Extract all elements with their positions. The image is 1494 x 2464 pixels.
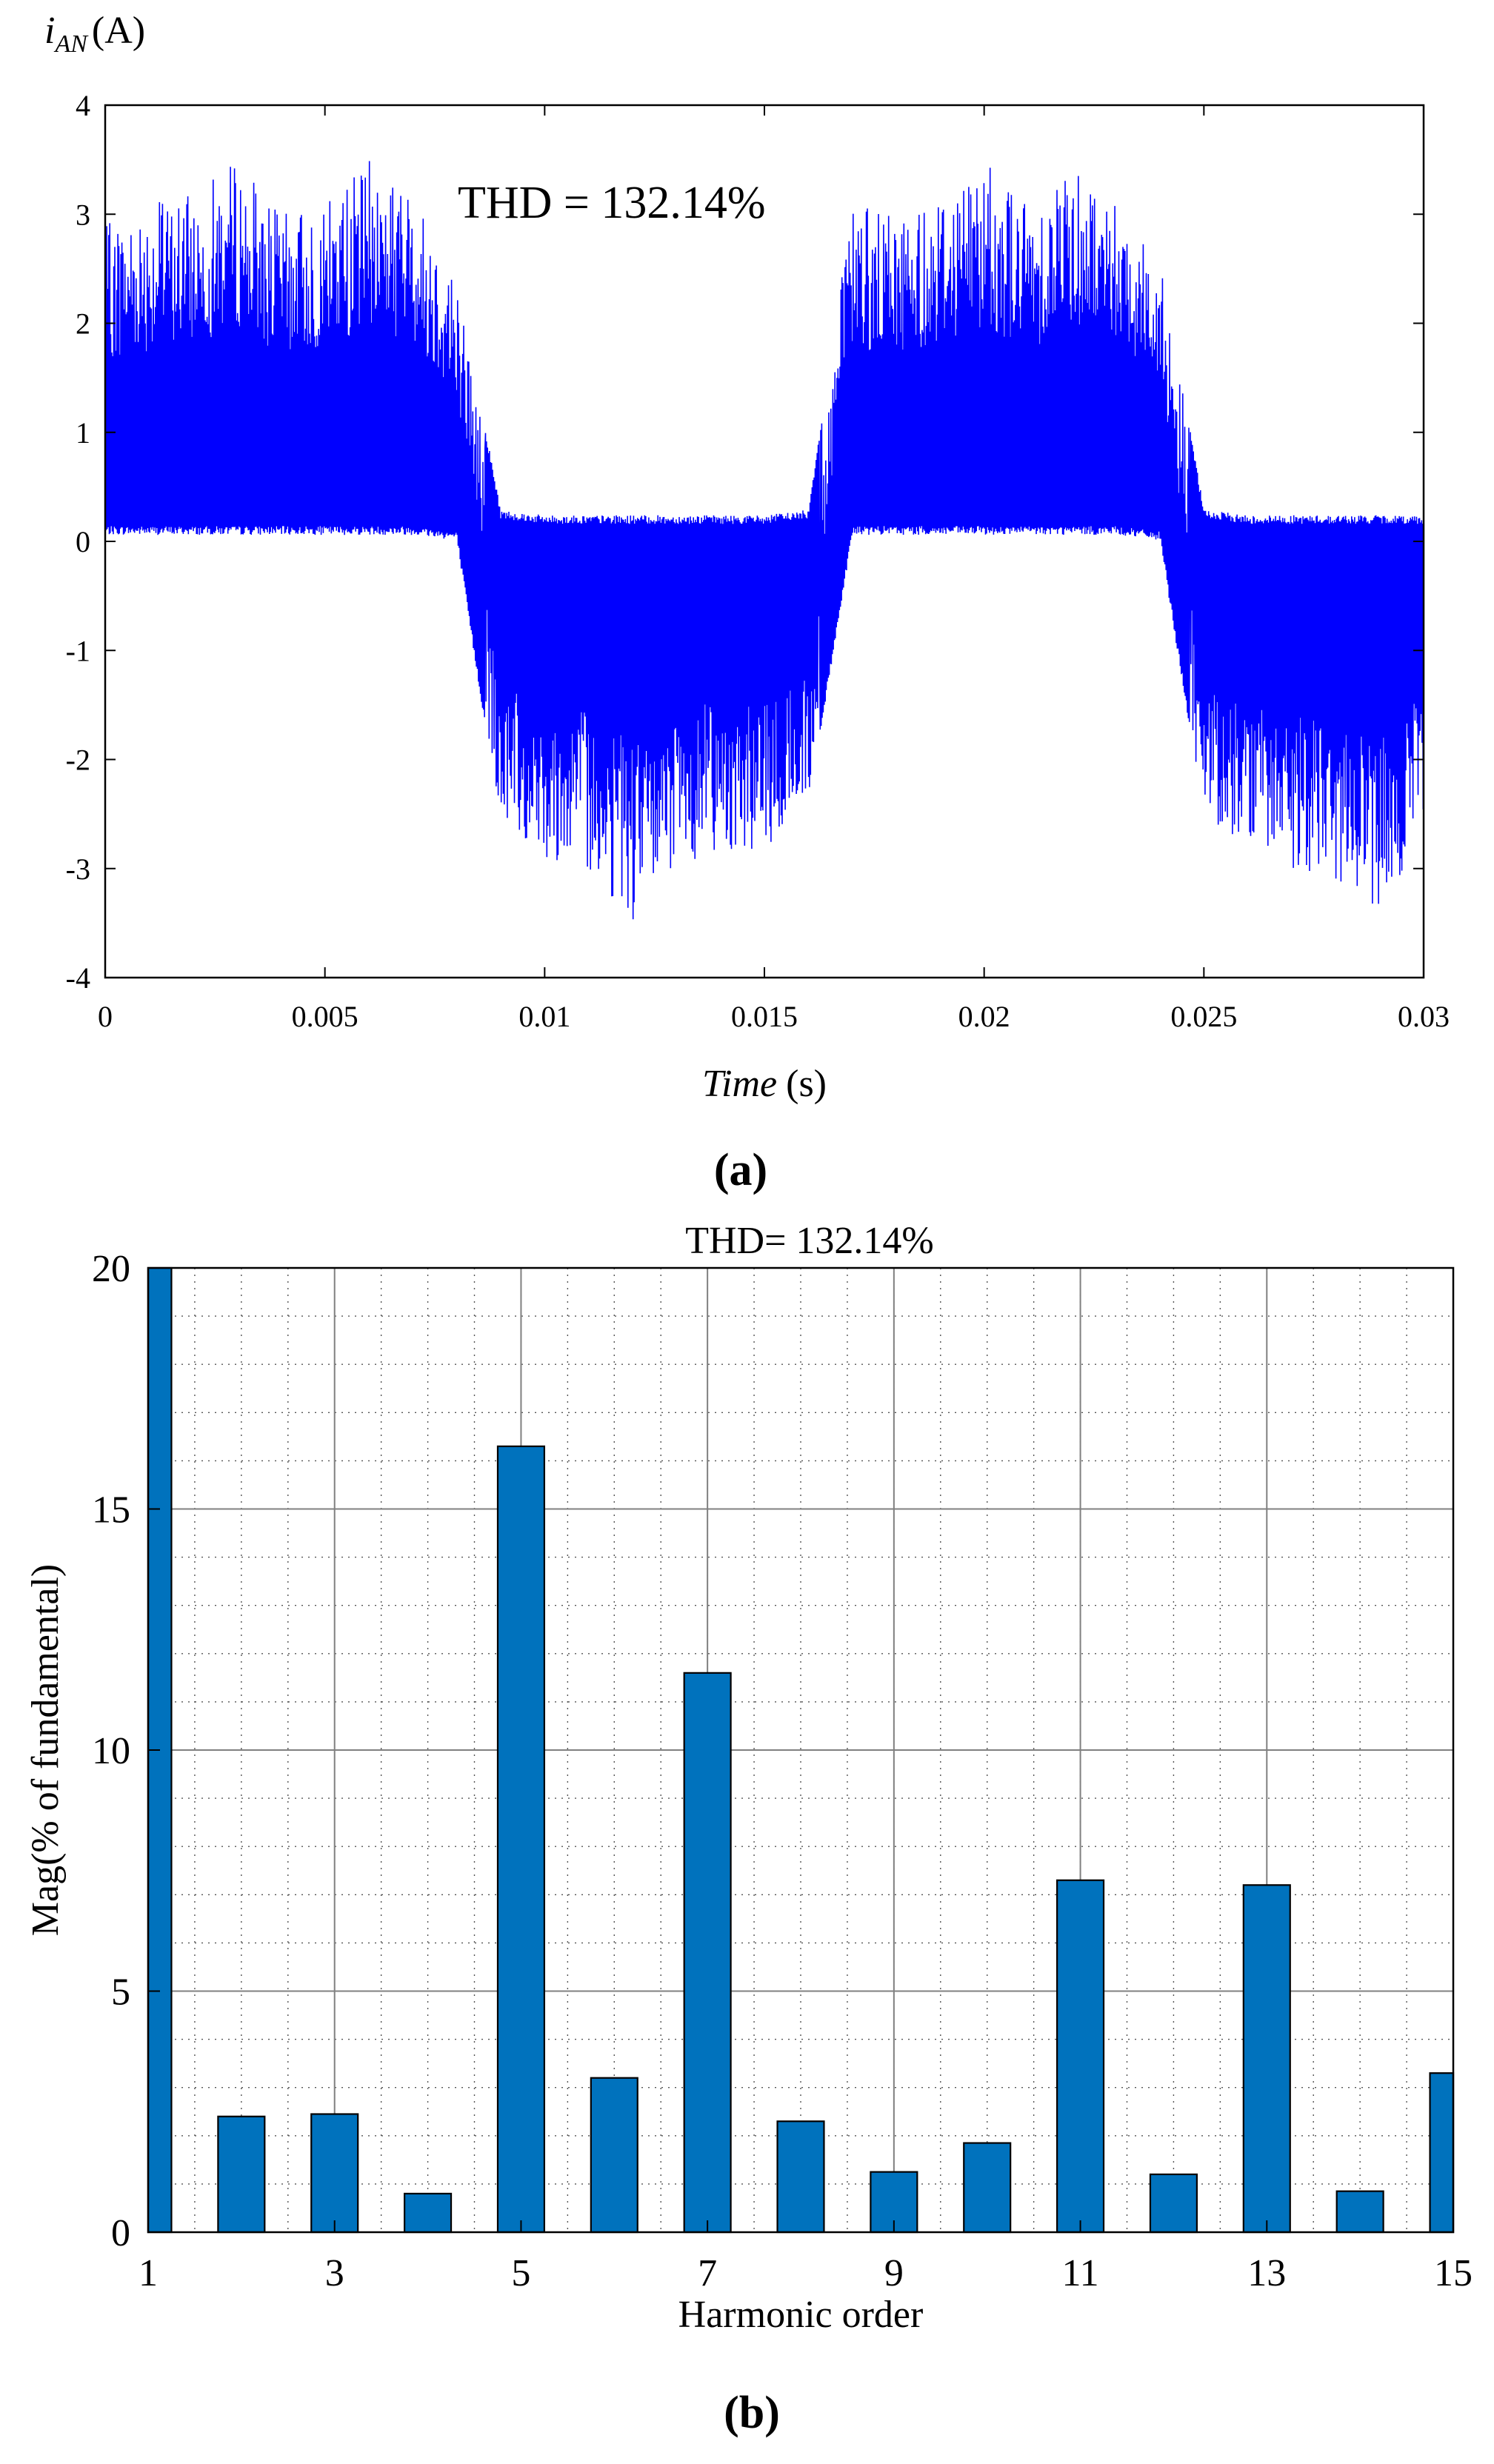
panel-a-ylabel: iAN (A) [44, 10, 145, 58]
b-ytick-label: 20 [92, 1248, 130, 1290]
b-ytick-label: 5 [111, 1971, 130, 2014]
current-waveform-series [104, 161, 1424, 920]
a-ytick-label: -4 [66, 961, 90, 995]
b-xtick-label: 7 [698, 2252, 717, 2294]
a-xtick-label: 0.025 [1170, 1000, 1237, 1033]
harmonic-bar-3 [310, 2113, 359, 2234]
harmonic-bar-12 [1149, 2173, 1198, 2234]
a-ytick-label: 4 [76, 89, 90, 122]
panel-b-xlabel: Harmonic order [678, 2294, 924, 2336]
b-xtick-label: 5 [511, 2252, 530, 2294]
a-xtick-label: 0.01 [518, 1000, 570, 1033]
panel-a-xlabel: Time (s) [702, 1063, 827, 1105]
harmonic-bars [147, 1266, 1455, 2234]
harmonic-bar-13 [1242, 1884, 1291, 2234]
harmonic-bar-2 [217, 2115, 266, 2234]
b-xtick-label: 3 [325, 2252, 344, 2294]
thd-annotation-a: THD = 132.14% [458, 178, 766, 228]
harmonic-bar-7 [683, 1672, 732, 2234]
harmonic-bar-10 [963, 2142, 1012, 2234]
b-xtick-label: 9 [884, 2252, 904, 2294]
a-ytick-label: 2 [76, 307, 90, 341]
a-xtick-label: 0.02 [958, 1000, 1010, 1033]
harmonic-bar-5 [496, 1445, 545, 2234]
b-ytick-label: 10 [92, 1730, 130, 1772]
panel-a-ticks: 0 0.005 0.01 0.015 0.02 0.025 0.03 -4 -3 -2 -1 0 1 2 3… [66, 89, 1450, 1033]
b-xtick-label: 13 [1247, 2252, 1286, 2294]
panel-b-caption: (b) [724, 2388, 780, 2438]
b-xtick-label: 1 [139, 2252, 158, 2294]
harmonic-bar-11 [1056, 1879, 1105, 2234]
a-xtick-label: 0.005 [292, 1000, 359, 1033]
a-ytick-label: -2 [66, 744, 90, 777]
panel-b-title: THD= 132.14% [685, 1220, 934, 1262]
a-ytick-label: -3 [66, 852, 90, 886]
harmonic-bar-14 [1335, 2190, 1384, 2234]
a-xtick-label: 0 [98, 1000, 113, 1033]
a-xtick-label: 0.015 [731, 1000, 798, 1033]
a-xtick-label: 0.03 [1398, 1000, 1450, 1033]
a-ytick-label: -1 [66, 634, 90, 667]
a-ytick-label: 1 [76, 416, 90, 450]
b-xtick-label: 15 [1434, 2252, 1473, 2294]
harmonic-bar-4 [404, 2192, 453, 2234]
a-ytick-label: 0 [76, 525, 90, 558]
harmonic-bar-8 [776, 2120, 825, 2234]
panel-b-ylabel: Mag(% of fundamental) [24, 1564, 67, 1936]
panel-a-waveform-chart: 0 0.005 0.01 0.015 0.02 0.025 0.03 -4 -3 -2 -1 0 1 2 3… [44, 10, 1450, 1195]
a-ytick-label: 3 [76, 198, 90, 231]
panel-b-grid [147, 1267, 1454, 2233]
current-waveform-line [104, 161, 1424, 920]
harmonic-bar-6 [590, 2077, 638, 2234]
b-xtick-label: 11 [1062, 2252, 1099, 2294]
b-ytick-label: 0 [111, 2212, 130, 2254]
panel-a-caption: (a) [714, 1145, 767, 1195]
b-ytick-label: 15 [92, 1489, 130, 1532]
harmonic-bar-15 [1429, 2072, 1455, 2234]
